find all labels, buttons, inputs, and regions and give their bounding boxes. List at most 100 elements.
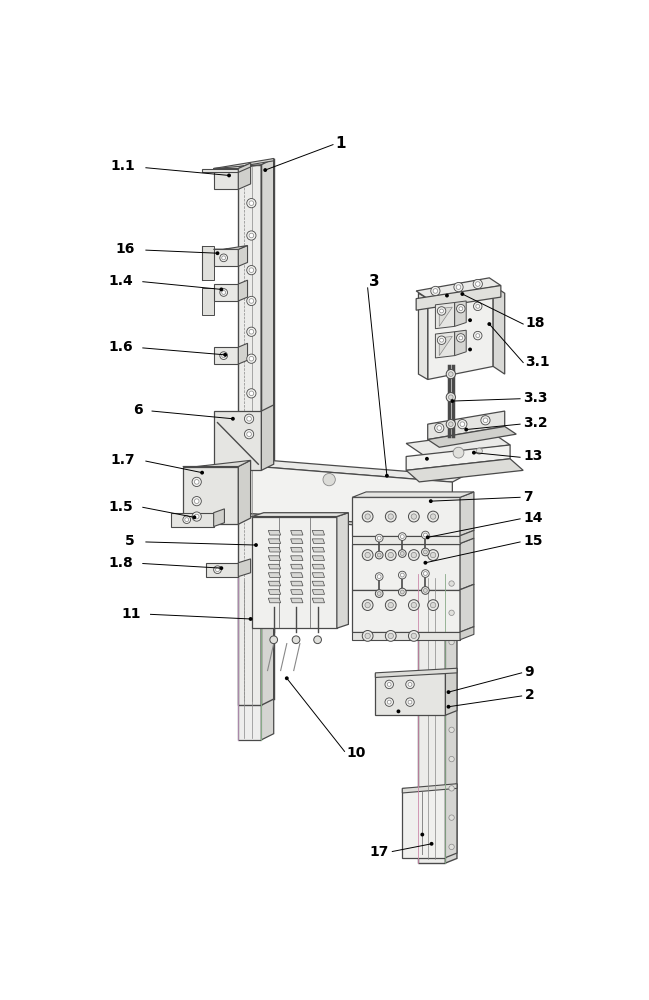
Circle shape [323, 473, 336, 486]
Polygon shape [238, 246, 247, 266]
Polygon shape [291, 530, 303, 535]
Polygon shape [238, 343, 247, 364]
Circle shape [408, 631, 419, 641]
Polygon shape [268, 590, 280, 594]
Polygon shape [375, 673, 445, 715]
Polygon shape [352, 536, 460, 544]
Text: 1.7: 1.7 [110, 453, 135, 467]
Circle shape [231, 417, 235, 421]
Circle shape [460, 292, 464, 296]
Polygon shape [460, 530, 474, 544]
Circle shape [265, 322, 270, 328]
Circle shape [447, 420, 456, 429]
Circle shape [447, 369, 456, 379]
Circle shape [428, 550, 439, 560]
Circle shape [265, 690, 270, 696]
Polygon shape [406, 432, 510, 456]
Circle shape [247, 199, 256, 208]
Circle shape [424, 589, 427, 592]
Circle shape [388, 602, 393, 608]
Circle shape [408, 511, 419, 522]
Circle shape [408, 682, 412, 686]
Polygon shape [268, 564, 280, 569]
Circle shape [422, 531, 429, 539]
Polygon shape [238, 465, 452, 530]
Polygon shape [439, 307, 452, 326]
Circle shape [386, 600, 396, 610]
Circle shape [487, 322, 491, 326]
Circle shape [400, 590, 404, 594]
Polygon shape [402, 784, 457, 793]
Text: 15: 15 [523, 534, 543, 548]
Polygon shape [252, 513, 349, 517]
Circle shape [385, 698, 393, 706]
Polygon shape [406, 445, 510, 470]
Circle shape [386, 631, 396, 641]
Polygon shape [268, 539, 280, 544]
Circle shape [406, 698, 414, 706]
Text: 1.4: 1.4 [108, 274, 133, 288]
Circle shape [449, 669, 454, 674]
Polygon shape [202, 288, 214, 315]
Circle shape [249, 329, 254, 334]
Polygon shape [460, 538, 474, 590]
Circle shape [431, 286, 440, 296]
Polygon shape [445, 668, 457, 715]
Circle shape [398, 550, 406, 557]
Circle shape [249, 299, 254, 303]
Circle shape [400, 535, 404, 538]
Circle shape [362, 511, 373, 522]
Polygon shape [428, 411, 505, 440]
Circle shape [285, 676, 289, 680]
Circle shape [265, 453, 270, 458]
Circle shape [458, 420, 467, 429]
Circle shape [439, 309, 443, 313]
Circle shape [375, 551, 383, 559]
Circle shape [460, 422, 465, 426]
Circle shape [398, 533, 406, 540]
Circle shape [449, 698, 454, 703]
Circle shape [270, 636, 278, 644]
Circle shape [385, 474, 389, 478]
Polygon shape [202, 246, 214, 280]
Circle shape [375, 573, 383, 580]
Circle shape [449, 610, 454, 615]
Circle shape [220, 289, 228, 296]
Circle shape [377, 536, 381, 540]
Polygon shape [238, 460, 251, 524]
Circle shape [411, 552, 417, 558]
Circle shape [263, 168, 267, 172]
Circle shape [227, 174, 231, 177]
Polygon shape [238, 163, 251, 189]
Circle shape [450, 399, 454, 403]
Circle shape [422, 548, 429, 556]
Circle shape [411, 633, 417, 639]
Polygon shape [214, 158, 274, 171]
Polygon shape [291, 539, 303, 544]
Polygon shape [416, 286, 501, 310]
Polygon shape [291, 598, 303, 603]
Circle shape [377, 575, 381, 579]
Polygon shape [268, 598, 280, 603]
Circle shape [408, 550, 419, 560]
Circle shape [476, 334, 480, 338]
Circle shape [468, 318, 472, 322]
Circle shape [292, 636, 300, 644]
Polygon shape [418, 574, 445, 863]
Text: 1.5: 1.5 [108, 500, 133, 514]
Circle shape [483, 418, 488, 423]
Circle shape [214, 566, 221, 574]
Circle shape [472, 451, 476, 455]
Circle shape [468, 348, 472, 351]
Polygon shape [312, 573, 324, 577]
Circle shape [265, 484, 270, 489]
Polygon shape [406, 459, 523, 482]
Circle shape [247, 296, 256, 306]
Circle shape [215, 568, 219, 572]
Circle shape [365, 633, 371, 639]
Polygon shape [352, 632, 460, 640]
Circle shape [265, 234, 270, 239]
Polygon shape [352, 590, 460, 632]
Circle shape [386, 511, 396, 522]
Circle shape [247, 266, 256, 275]
